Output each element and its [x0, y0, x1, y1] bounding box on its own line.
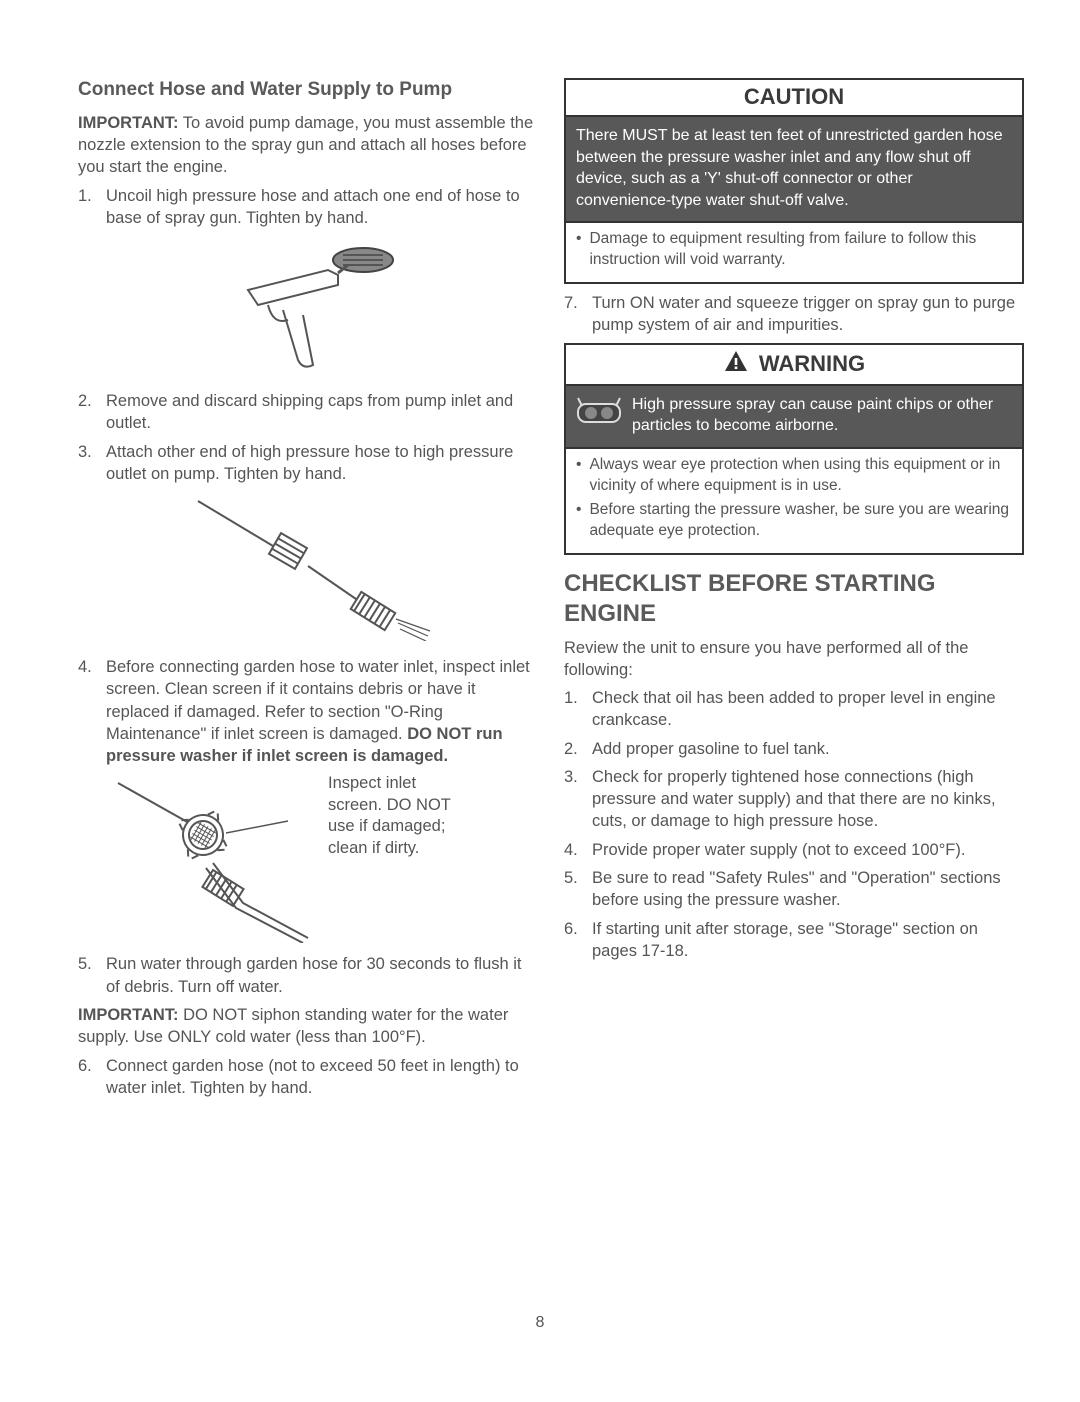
step-number: 4.	[78, 656, 106, 767]
steps-list-4: 5. Run water through garden hose for 30 …	[78, 953, 538, 998]
item-body: Check for properly tightened hose connec…	[592, 766, 1024, 833]
checklist-item-3: 3. Check for properly tightened hose con…	[564, 766, 1024, 833]
warning-triangle-icon	[723, 349, 749, 379]
figure-label: Inspect inlet screen. DO NOT use if dama…	[328, 773, 468, 859]
bullet-text: Before starting the pressure washer, be …	[589, 500, 1012, 542]
caution-body: • Damage to equipment resulting from fai…	[566, 223, 1022, 282]
step-number: 5.	[78, 953, 106, 998]
spray-gun-icon	[188, 235, 428, 375]
checklist-items: 1. Check that oil has been added to prop…	[564, 687, 1024, 962]
step-7: 7. Turn ON water and squeeze trigger on …	[564, 292, 1024, 337]
caution-box: CAUTION There MUST be at least ten feet …	[564, 78, 1024, 284]
step-number: 7.	[564, 292, 592, 337]
steps-list-3: 4. Before connecting garden hose to wate…	[78, 656, 538, 767]
inlet-screen-icon	[108, 773, 318, 943]
warning-dark-text: High pressure spray can cause paint chip…	[632, 394, 1012, 437]
two-column-layout: Connect Hose and Water Supply to Pump IM…	[78, 78, 1010, 1105]
item-number: 6.	[564, 918, 592, 963]
item-body: Add proper gasoline to fuel tank.	[592, 738, 1024, 760]
connect-hose-heading: Connect Hose and Water Supply to Pump	[78, 78, 538, 102]
item-number: 3.	[564, 766, 592, 833]
warning-bullet-2: • Before starting the pressure washer, b…	[576, 500, 1012, 542]
page-number: 8	[0, 1314, 1080, 1332]
caution-dark-text: There MUST be at least ten feet of unres…	[566, 117, 1022, 223]
item-number: 4.	[564, 839, 592, 861]
step-6: 6. Connect garden hose (not to exceed 50…	[78, 1055, 538, 1100]
warning-box: WARNING High pressure spray can cause pa…	[564, 343, 1024, 555]
step-3: 3. Attach other end of high pressure hos…	[78, 441, 538, 486]
item-number: 1.	[564, 687, 592, 732]
important-note-2: IMPORTANT: DO NOT siphon standing water …	[78, 1004, 538, 1049]
left-column: Connect Hose and Water Supply to Pump IM…	[78, 78, 538, 1105]
steps-list-2: 2. Remove and discard shipping caps from…	[78, 390, 538, 485]
figure-spray-gun	[78, 235, 538, 380]
step-body: Turn ON water and squeeze trigger on spr…	[592, 292, 1024, 337]
item-number: 5.	[564, 867, 592, 912]
caution-title: CAUTION	[566, 80, 1022, 117]
item-body: Provide proper water supply (not to exce…	[592, 839, 1024, 861]
steps-list-6: 7. Turn ON water and squeeze trigger on …	[564, 292, 1024, 337]
checklist-item-6: 6. If starting unit after storage, see "…	[564, 918, 1024, 963]
steps-list-1: 1. Uncoil high pressure hose and attach …	[78, 185, 538, 230]
bullet-text: Always wear eye protection when using th…	[589, 455, 1012, 497]
checklist-item-1: 1. Check that oil has been added to prop…	[564, 687, 1024, 732]
warning-dark: High pressure spray can cause paint chip…	[566, 386, 1022, 449]
hose-connection-icon	[178, 491, 438, 641]
checklist-item-2: 2. Add proper gasoline to fuel tank.	[564, 738, 1024, 760]
bullet-icon: •	[576, 455, 581, 497]
goggles-icon	[576, 394, 622, 437]
step-body: Connect garden hose (not to exceed 50 fe…	[106, 1055, 538, 1100]
step-body: Run water through garden hose for 30 sec…	[106, 953, 538, 998]
checklist-item-5: 5. Be sure to read "Safety Rules" and "O…	[564, 867, 1024, 912]
item-body: If starting unit after storage, see "Sto…	[592, 918, 1024, 963]
warning-title-text: WARNING	[759, 351, 865, 377]
step-number: 1.	[78, 185, 106, 230]
step-number: 6.	[78, 1055, 106, 1100]
important-note-1: IMPORTANT: To avoid pump damage, you mus…	[78, 112, 538, 179]
step-body: Uncoil high pressure hose and attach one…	[106, 185, 538, 230]
warning-bullet-1: • Always wear eye protection when using …	[576, 455, 1012, 497]
bullet-icon: •	[576, 229, 581, 271]
item-body: Be sure to read "Safety Rules" and "Oper…	[592, 867, 1024, 912]
step-5: 5. Run water through garden hose for 30 …	[78, 953, 538, 998]
step-2: 2. Remove and discard shipping caps from…	[78, 390, 538, 435]
bullet-icon: •	[576, 500, 581, 542]
steps-list-5: 6. Connect garden hose (not to exceed 50…	[78, 1055, 538, 1100]
checklist-heading: CHECKLIST BEFORE STARTING ENGINE	[564, 569, 1024, 629]
step-1: 1. Uncoil high pressure hose and attach …	[78, 185, 538, 230]
step-4: 4. Before connecting garden hose to wate…	[78, 656, 538, 767]
warning-body: • Always wear eye protection when using …	[566, 449, 1022, 553]
step-body: Remove and discard shipping caps from pu…	[106, 390, 538, 435]
right-column: CAUTION There MUST be at least ten feet …	[564, 78, 1024, 1105]
figure-inlet-screen: Inspect inlet screen. DO NOT use if dama…	[108, 773, 538, 943]
step-body: Attach other end of high pressure hose t…	[106, 441, 538, 486]
bullet-text: Damage to equipment resulting from failu…	[589, 229, 1012, 271]
step-number: 2.	[78, 390, 106, 435]
warning-title: WARNING	[566, 345, 1022, 386]
step-body: Before connecting garden hose to water i…	[106, 656, 538, 767]
figure-hose-connection	[78, 491, 538, 646]
item-number: 2.	[564, 738, 592, 760]
item-body: Check that oil has been added to proper …	[592, 687, 1024, 732]
step-number: 3.	[78, 441, 106, 486]
checklist-intro: Review the unit to ensure you have perfo…	[564, 637, 1024, 682]
important-label: IMPORTANT:	[78, 1006, 179, 1024]
important-label: IMPORTANT:	[78, 114, 179, 132]
caution-bullet: • Damage to equipment resulting from fai…	[576, 229, 1012, 271]
checklist-item-4: 4. Provide proper water supply (not to e…	[564, 839, 1024, 861]
